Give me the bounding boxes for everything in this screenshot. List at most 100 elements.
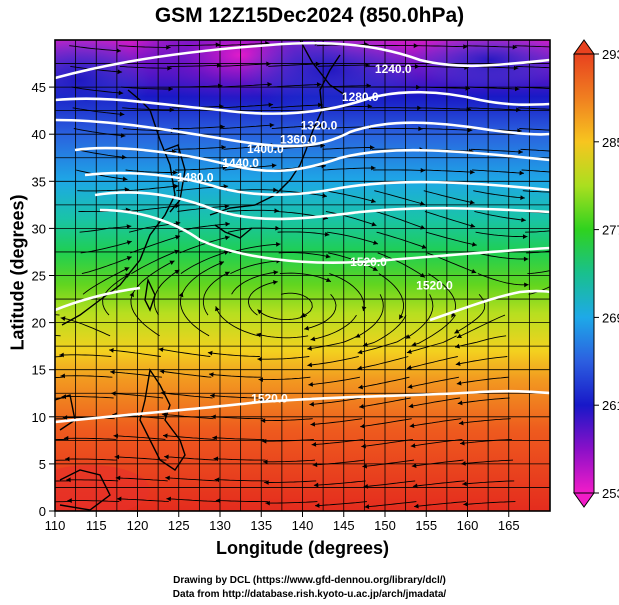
streamline-arrow — [215, 42, 221, 48]
streamline-arrow — [161, 412, 167, 417]
streamline — [55, 501, 70, 503]
streamline — [526, 250, 550, 254]
streamline — [72, 107, 125, 115]
streamline — [265, 501, 318, 504]
streamline-arrow — [358, 384, 364, 390]
streamline — [230, 260, 281, 275]
streamline — [165, 477, 218, 482]
streamline-arrow — [111, 391, 116, 396]
streamline-arrow — [214, 477, 220, 483]
streamline — [65, 458, 118, 461]
contour-1440 — [94, 191, 550, 221]
streamline-arrow — [221, 144, 226, 150]
streamline — [55, 459, 68, 461]
streamline-arrow — [60, 373, 65, 379]
streamline — [472, 169, 525, 174]
streamline — [161, 413, 214, 420]
streamline — [67, 500, 120, 503]
streamline-arrow — [215, 306, 220, 312]
contour-1280 — [55, 90, 550, 115]
streamline — [74, 148, 127, 158]
streamline — [75, 169, 128, 180]
streamline — [256, 333, 309, 339]
streamline-arrow — [124, 267, 130, 272]
streamline — [122, 107, 175, 111]
streamline-arrow — [405, 334, 411, 339]
streamline — [126, 185, 179, 192]
streamline-arrow — [410, 443, 416, 448]
streamline-arrow — [126, 224, 132, 230]
contour-1400 — [84, 171, 550, 197]
x-tick-label: 135 — [250, 518, 272, 533]
streamline — [357, 356, 409, 370]
streamline-arrow — [224, 203, 230, 209]
streamline — [215, 499, 268, 503]
streamline-arrow — [16, 460, 21, 465]
streamline-arrow — [119, 111, 125, 117]
streamline — [257, 356, 310, 360]
streamline-arrow — [258, 377, 263, 382]
streamline — [217, 42, 270, 47]
streamline — [415, 45, 468, 48]
streamline — [55, 438, 67, 441]
streamline — [247, 281, 278, 316]
streamline — [525, 230, 550, 233]
streamline-arrow — [266, 61, 271, 67]
streamline — [60, 317, 111, 337]
streamline-arrow — [17, 480, 22, 485]
streamline-arrow — [126, 256, 132, 261]
streamline — [180, 292, 210, 337]
contour-1520-south — [55, 389, 550, 424]
streamline-arrow — [175, 220, 181, 226]
x-tick-label: 130 — [209, 518, 231, 533]
streamline-arrow — [357, 349, 363, 355]
streamline-arrow — [275, 225, 280, 231]
streamline-arrow — [365, 62, 370, 68]
streamline-arrow — [272, 280, 278, 285]
streamline-arrow — [513, 65, 519, 71]
streamline-arrow — [373, 240, 378, 245]
contour-label: 1520.0 — [350, 255, 387, 269]
streamline-arrow — [257, 309, 263, 315]
streamline-arrow — [115, 475, 121, 481]
streamline — [77, 188, 130, 192]
streamline — [522, 190, 550, 193]
streamline — [521, 169, 550, 173]
streamline — [118, 45, 171, 48]
streamline — [327, 231, 379, 245]
streamline — [377, 252, 426, 278]
streamline — [202, 271, 230, 316]
streamline — [416, 65, 469, 69]
streamline — [264, 480, 317, 483]
streamline-arrow — [360, 423, 365, 429]
streamline-arrow — [471, 268, 477, 274]
streamline-arrow — [471, 241, 477, 247]
streamline-arrow — [159, 369, 165, 375]
lat-lon-grid — [55, 40, 550, 511]
contour-1360 — [74, 146, 550, 173]
streamline — [520, 148, 550, 152]
streamline-arrow — [11, 379, 16, 384]
streamline — [69, 45, 121, 52]
streamline-arrow — [225, 221, 230, 227]
streamline-arrow — [307, 362, 313, 368]
streamline — [166, 498, 219, 503]
streamline-arrow — [124, 187, 130, 193]
streamline-arrow — [310, 421, 316, 427]
streamline-arrow — [366, 83, 371, 89]
streamline — [406, 335, 457, 354]
streamline — [80, 240, 132, 254]
streamline — [360, 418, 412, 428]
streamline-arrow — [207, 350, 213, 356]
streamline — [518, 107, 550, 110]
streamline-arrow — [173, 183, 179, 189]
streamline-arrow — [362, 463, 368, 469]
streamline-arrow — [14, 439, 19, 444]
streamline-arrow — [174, 269, 180, 275]
streamline — [468, 107, 521, 111]
streamline — [359, 397, 411, 408]
streamline-arrow — [224, 235, 230, 241]
streamline-arrow — [274, 208, 279, 214]
streamline-arrow — [460, 440, 465, 446]
